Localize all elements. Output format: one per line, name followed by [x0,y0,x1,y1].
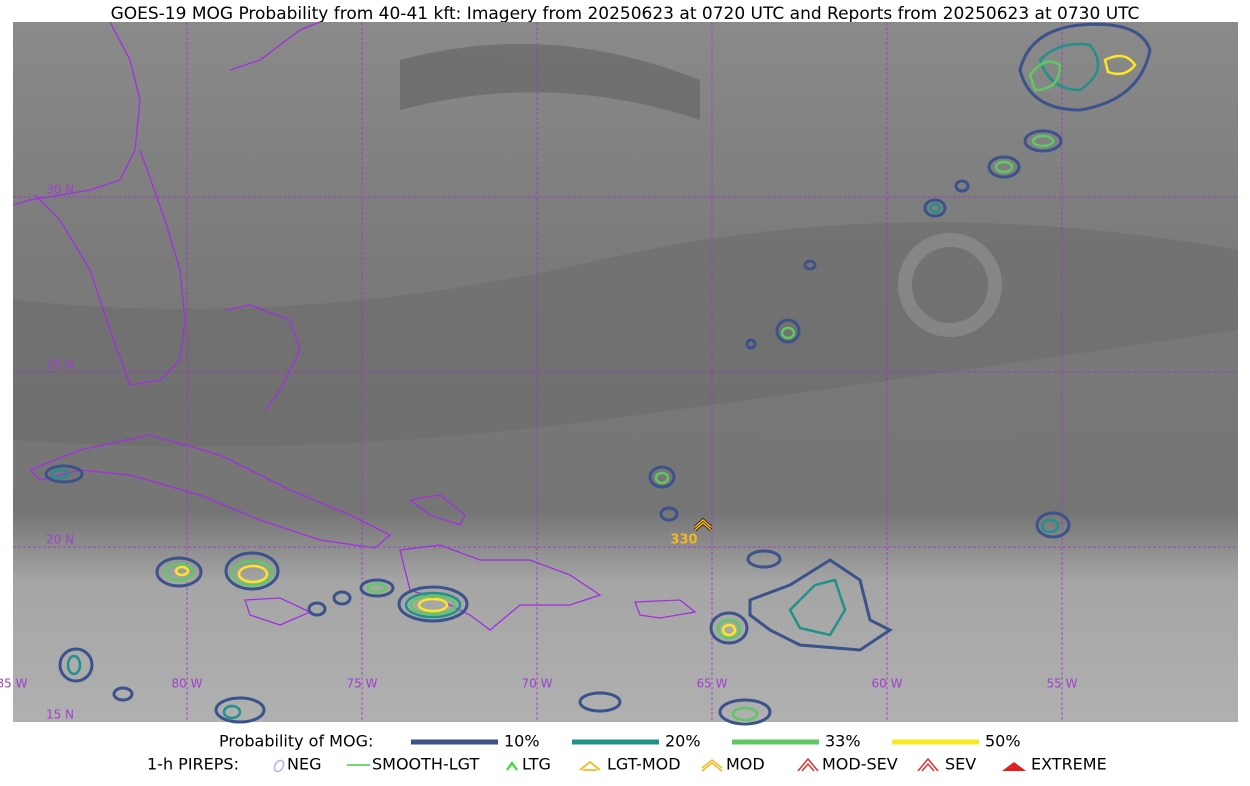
lat-labels: 30 N 25 N 20 N 15 N [46,183,74,722]
legend-icon [273,759,285,773]
pirep-altitude: 330 [670,533,697,548]
lon-label: 60 W [872,677,903,691]
lat-label: 20 N [46,533,74,547]
legend-label: 50% [985,732,1021,751]
map: 330 30 N 25 N 20 N 15 N 85 W 80 W 75 W 7… [0,21,1238,726]
legend-title: Probability of MOG: [219,732,373,751]
legend-label: NEG [287,755,321,774]
legend-label: 20% [665,732,701,751]
legend-label: EXTREME [1031,755,1107,774]
title: GOES-19 MOG Probability from 40-41 kft: … [111,4,1140,24]
lon-label: 70 W [522,677,553,691]
lon-label: 85 W [0,677,28,691]
lon-label: 75 W [347,677,378,691]
mog-contours [44,22,1152,726]
legend-icon [1002,762,1026,771]
legend-icon [797,757,819,772]
coastlines [12,21,697,631]
lat-label: 25 N [46,358,74,372]
legend-icon [701,759,723,772]
pirep-icon [694,518,712,531]
swirl [898,233,1002,337]
lat-label: 30 N [46,183,74,197]
legend-label: LTG [522,755,551,774]
legend-icon [506,761,518,771]
dry-band [400,44,700,120]
legend-label: LGT-MOD [607,755,681,774]
legend-label: MOD-SEV [822,755,898,774]
lon-labels: 85 W 80 W 75 W 70 W 65 W 60 W 55 W [0,677,1078,691]
lon-label: 55 W [1047,677,1078,691]
legend: Probability of MOG: 10% 20% 33% 50% 1-h … [147,732,1107,774]
legend-icon [579,760,601,771]
dry-band [13,222,1238,447]
legend-title: 1-h PIREPS: [147,755,239,774]
lon-label: 65 W [697,677,728,691]
lon-label: 80 W [172,677,203,691]
legend-label: MOD [726,755,765,774]
legend-label: 33% [825,732,861,751]
legend-label: SMOOTH-LGT [372,755,479,774]
lat-label: 15 N [46,708,74,722]
legend-icon [917,757,939,772]
legend-label: SEV [945,755,976,774]
legend-label: 10% [504,732,540,751]
